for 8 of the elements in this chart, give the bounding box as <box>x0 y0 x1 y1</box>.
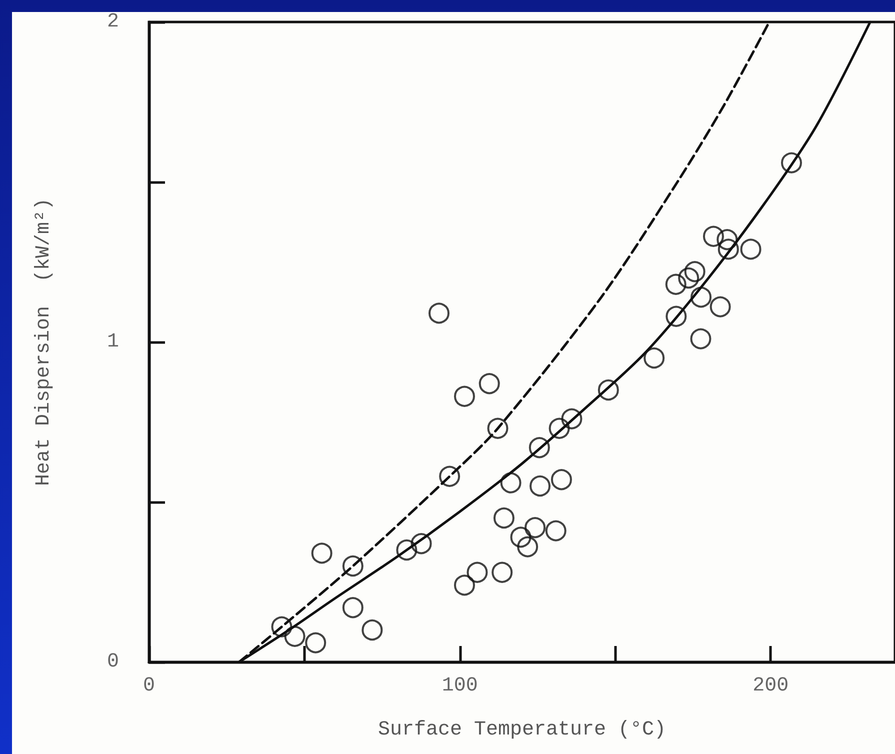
x-tick-label: 100 <box>442 674 478 698</box>
x-tick-label: 0 <box>142 674 156 698</box>
y-axis-title: Heat Dispersion (kW/m²) <box>32 198 56 486</box>
y-tick-label: 0 <box>106 650 119 674</box>
x-axis-title: Surface Temperature (°C) <box>378 718 666 742</box>
x-tick-label: 200 <box>752 674 789 698</box>
y-tick-label: 1 <box>106 330 119 354</box>
y-tick-label: 2 <box>106 10 119 34</box>
